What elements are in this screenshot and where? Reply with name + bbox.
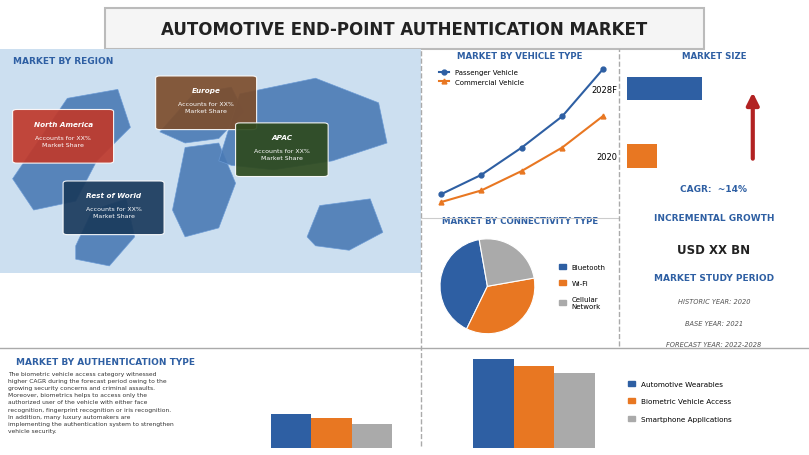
- FancyBboxPatch shape: [63, 182, 164, 235]
- Wedge shape: [479, 239, 534, 287]
- Line: Commercial Vehicle: Commercial Vehicle: [438, 115, 605, 205]
- Legend: Bluetooth, Wi-Fi, Cellular
Network: Bluetooth, Wi-Fi, Cellular Network: [556, 262, 608, 312]
- Passenger Vehicle: [436, 192, 446, 197]
- Bar: [311, 418, 352, 448]
- Bar: [514, 366, 554, 448]
- Bar: [352, 424, 392, 448]
- Text: MARKET BY VEHICLE TYPE: MARKET BY VEHICLE TYPE: [457, 52, 582, 61]
- Text: Accounts for XX%
Market Share: Accounts for XX% Market Share: [254, 149, 310, 161]
- Text: CAGR:  ~14%: CAGR: ~14%: [680, 184, 748, 193]
- Bar: [627, 77, 702, 101]
- Text: MARKET BY AUTHENTICATION TYPE: MARKET BY AUTHENTICATION TYPE: [16, 357, 195, 366]
- Passenger Vehicle: [557, 114, 567, 120]
- Text: USD XX BN: USD XX BN: [677, 243, 751, 257]
- Line: Passenger Vehicle: Passenger Vehicle: [438, 68, 605, 197]
- Text: Accounts for XX%
Market Share: Accounts for XX% Market Share: [178, 102, 234, 114]
- Text: INCREMENTAL GROWTH: INCREMENTAL GROWTH: [654, 213, 774, 222]
- Text: Rest of World: Rest of World: [86, 193, 141, 199]
- Text: MARKET SIZE: MARKET SIZE: [682, 52, 746, 61]
- Passenger Vehicle: [477, 173, 486, 178]
- Commercial Vehicle: [598, 114, 608, 120]
- Polygon shape: [172, 144, 235, 238]
- Text: AUTOMOTIVE END-POINT AUTHENTICATION MARKET: AUTOMOTIVE END-POINT AUTHENTICATION MARK…: [161, 20, 648, 39]
- Text: Europe: Europe: [192, 88, 221, 94]
- Text: HISTORIC YEAR: 2020: HISTORIC YEAR: 2020: [678, 298, 750, 304]
- Text: MARKET BY REGION: MARKET BY REGION: [13, 57, 113, 66]
- Polygon shape: [307, 199, 383, 251]
- Legend: Automotive Wearables, Biometric Vehicle Access, Smartphone Applications: Automotive Wearables, Biometric Vehicle …: [625, 378, 735, 425]
- Text: Accounts for XX%
Market Share: Accounts for XX% Market Share: [86, 207, 142, 218]
- Polygon shape: [13, 90, 130, 211]
- Text: BASE YEAR: 2021: BASE YEAR: 2021: [685, 320, 743, 326]
- Commercial Vehicle: [517, 169, 527, 174]
- Commercial Vehicle: [477, 188, 486, 194]
- Legend: Passenger Vehicle, Commercial Vehicle: Passenger Vehicle, Commercial Vehicle: [436, 67, 527, 88]
- Text: Accounts for XX%
Market Share: Accounts for XX% Market Share: [35, 136, 91, 147]
- Bar: [271, 414, 311, 448]
- FancyBboxPatch shape: [235, 124, 328, 177]
- Bar: [554, 373, 595, 448]
- Text: North America: North America: [33, 121, 93, 127]
- Commercial Vehicle: [557, 146, 567, 151]
- Polygon shape: [76, 199, 134, 266]
- Polygon shape: [218, 79, 387, 171]
- Passenger Vehicle: [598, 68, 608, 73]
- Bar: [627, 145, 657, 168]
- Wedge shape: [467, 278, 535, 334]
- FancyBboxPatch shape: [13, 110, 113, 164]
- Polygon shape: [160, 88, 244, 144]
- Text: MARKET STUDY PERIOD: MARKET STUDY PERIOD: [654, 273, 774, 283]
- Text: APAC: APAC: [271, 135, 292, 141]
- Text: FORECAST YEAR: 2022-2028: FORECAST YEAR: 2022-2028: [667, 342, 761, 348]
- Bar: [473, 359, 514, 448]
- Passenger Vehicle: [517, 146, 527, 151]
- FancyBboxPatch shape: [155, 77, 256, 130]
- Commercial Vehicle: [436, 200, 446, 205]
- Text: MARKET BY CONNECTIVITY TYPE: MARKET BY CONNECTIVITY TYPE: [442, 216, 598, 225]
- Wedge shape: [440, 240, 487, 329]
- Text: The biometric vehicle access category witnessed
higher CAGR during the forecast : The biometric vehicle access category wi…: [8, 371, 174, 433]
